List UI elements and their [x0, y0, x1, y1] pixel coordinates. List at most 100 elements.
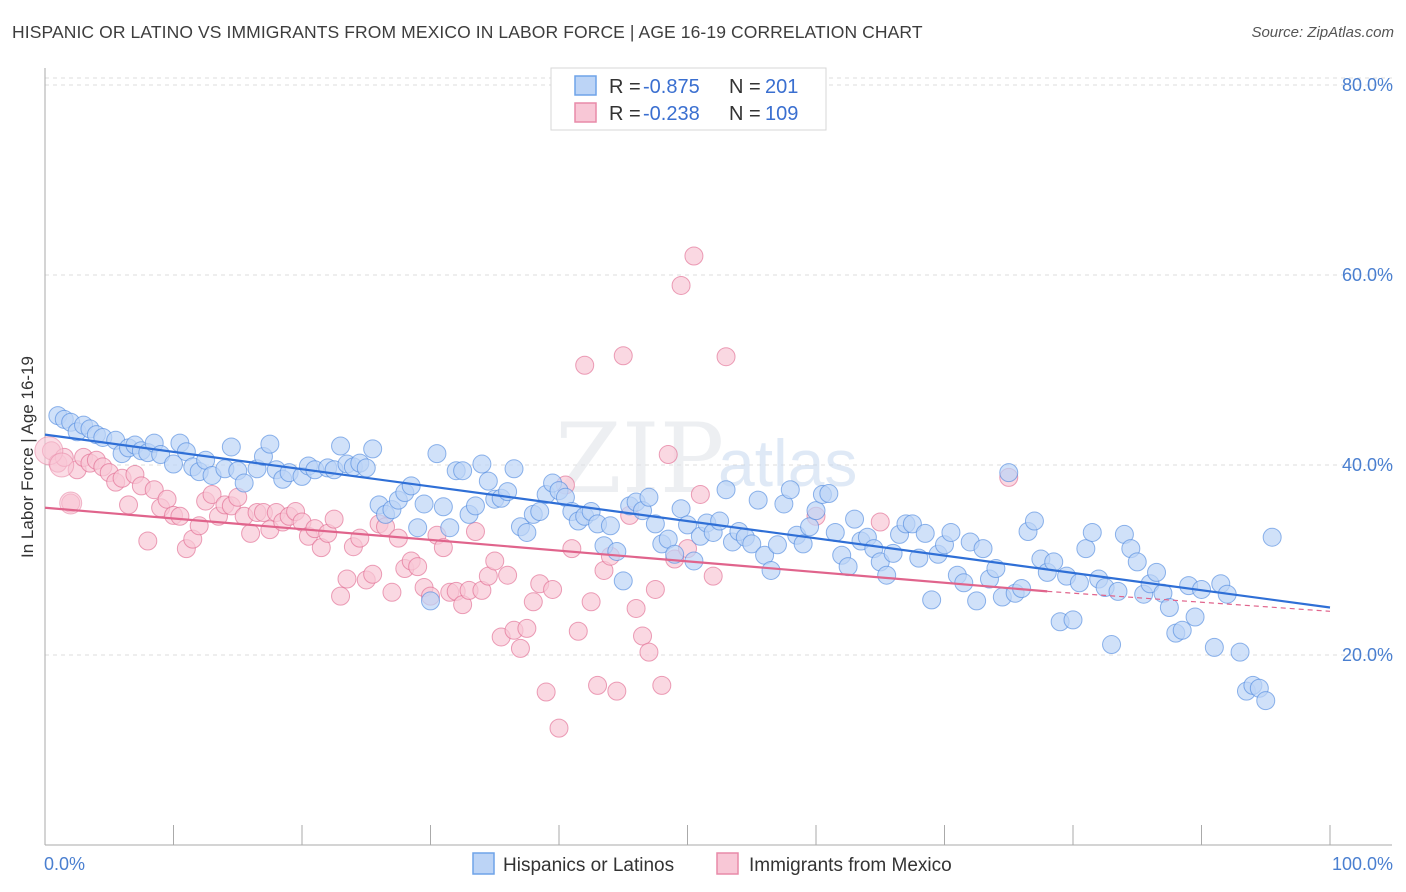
data-point: [967, 591, 987, 611]
y-tick-label-80: 80.0%: [1342, 75, 1393, 95]
data-point: [671, 275, 691, 295]
data-point: [716, 480, 736, 500]
bottom-legend-label-blue: Hispanics or Latinos: [503, 855, 674, 876]
data-point: [902, 514, 922, 534]
trend-lines: [44, 433, 1331, 612]
data-point: [337, 569, 357, 589]
bottom-legend: Hispanics or Latinos Immigrants from Mex…: [472, 852, 952, 876]
data-point: [806, 501, 826, 521]
data-point: [363, 439, 383, 459]
data-point: [427, 444, 447, 464]
data-point: [157, 489, 177, 509]
y-tick-label-40: 40.0%: [1342, 455, 1393, 475]
data-point: [870, 512, 890, 532]
data-point: [241, 523, 261, 543]
data-point: [331, 586, 351, 606]
legend-r-value-1: -0.875: [643, 76, 700, 98]
y-axis-title: In Labor Force | Age 16-19: [18, 356, 37, 558]
legend-n-value-1: 201: [765, 76, 798, 98]
data-point: [382, 582, 402, 602]
data-point: [825, 522, 845, 542]
data-point: [1069, 573, 1089, 593]
legend-r-label-1: R =: [609, 76, 641, 98]
data-point: [1159, 598, 1179, 617]
data-point: [941, 522, 961, 542]
data-point: [164, 454, 183, 474]
data-point: [465, 522, 485, 541]
data-point: [877, 565, 897, 585]
data-point: [1256, 691, 1276, 711]
data-point: [408, 518, 428, 538]
x-tick-label-100: 100.0%: [1332, 854, 1393, 874]
bottom-legend-swatch-pink: [716, 852, 739, 875]
data-point: [549, 718, 569, 738]
data-point: [1230, 642, 1250, 662]
data-point: [575, 355, 595, 375]
data-point: [144, 480, 164, 500]
data-point: [324, 509, 344, 529]
data-point: [504, 459, 524, 479]
data-point: [234, 473, 254, 493]
y-tick-label-20: 20.0%: [1342, 645, 1393, 665]
bottom-legend-label-pink: Immigrants from Mexico: [749, 855, 952, 876]
data-point: [1147, 562, 1167, 582]
data-point: [600, 516, 620, 536]
data-point: [1262, 527, 1282, 547]
data-point: [1044, 552, 1064, 572]
data-point: [1024, 511, 1044, 531]
data-point: [221, 437, 241, 457]
data-point: [645, 514, 665, 534]
data-point: [633, 626, 653, 646]
data-point: [401, 476, 421, 496]
data-point: [973, 539, 993, 559]
data-point: [639, 487, 659, 507]
data-point: [568, 621, 588, 641]
data-point: [421, 591, 440, 611]
legend: R = -0.875 N = 201 R = -0.238 N = 109: [550, 67, 827, 131]
data-point: [485, 551, 505, 571]
data-point: [703, 566, 723, 586]
data-point: [202, 484, 222, 504]
data-point: [761, 560, 781, 580]
data-point: [1102, 635, 1122, 655]
data-point: [465, 496, 485, 516]
data-point: [607, 681, 627, 701]
data-point: [652, 675, 672, 695]
data-point: [780, 480, 800, 500]
legend-n-value-2: 109: [765, 103, 798, 125]
data-point: [793, 534, 813, 554]
data-point: [363, 564, 383, 584]
legend-swatch-pink: [574, 102, 597, 123]
source-label: Source: ZipAtlas.com: [1251, 24, 1394, 41]
data-point: [498, 565, 518, 585]
data-point: [1172, 620, 1192, 640]
data-point: [690, 484, 710, 504]
data-point: [1082, 522, 1102, 542]
data-point: [170, 506, 190, 526]
data-point: [517, 618, 537, 638]
data-point: [613, 346, 633, 366]
data-point: [1204, 637, 1224, 657]
data-point: [356, 458, 376, 478]
data-point: [767, 535, 787, 555]
data-point: [543, 579, 563, 599]
data-point: [838, 557, 858, 577]
data-point: [331, 436, 351, 456]
data-point: [1185, 607, 1205, 627]
data-point: [684, 246, 704, 266]
data-point: [472, 454, 492, 474]
data-point: [1063, 610, 1083, 630]
data-point: [819, 484, 839, 503]
data-point: [671, 499, 691, 519]
data-point: [350, 528, 370, 548]
data-point: [562, 539, 582, 559]
data-point: [639, 642, 659, 662]
data-point: [613, 571, 633, 591]
data-point: [658, 445, 678, 465]
data-point: [922, 590, 942, 610]
data-point: [510, 638, 530, 658]
legend-n-label-2: N =: [729, 103, 761, 125]
data-point: [800, 517, 820, 537]
data-point: [1108, 581, 1128, 601]
